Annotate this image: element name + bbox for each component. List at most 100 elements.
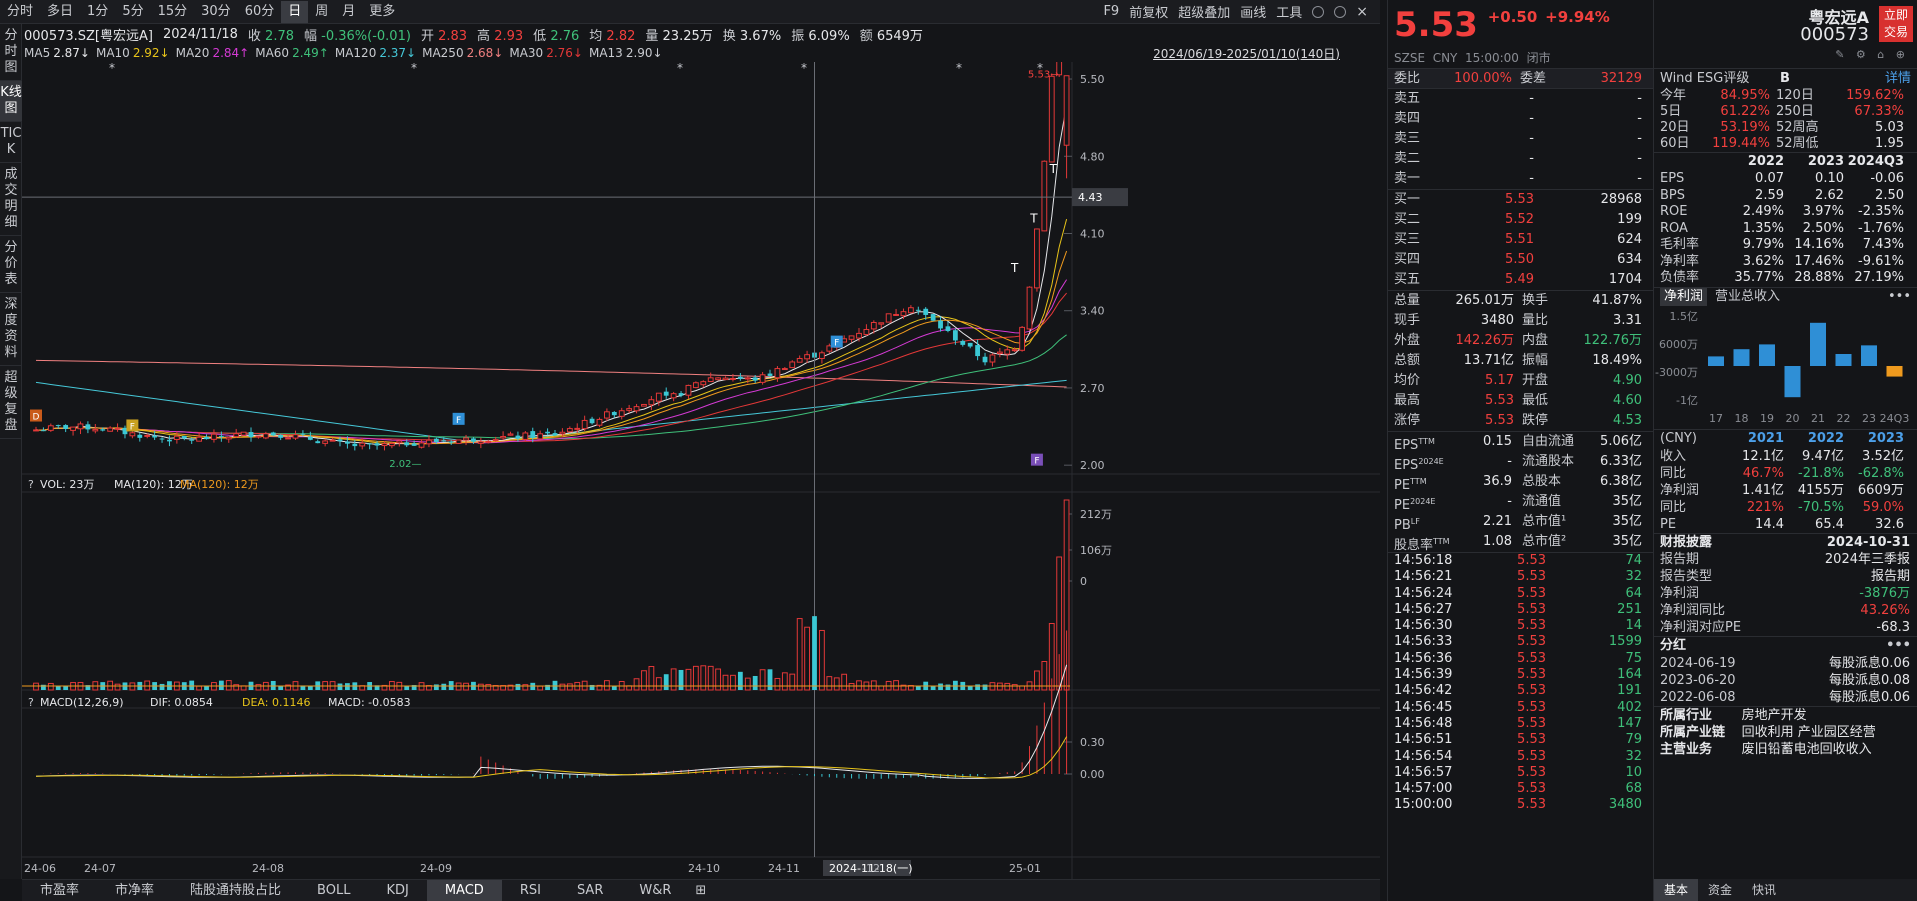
- tab-net-profit[interactable]: 净利润: [1660, 287, 1708, 306]
- fin-v2: 17.46%: [1794, 253, 1844, 269]
- fin2-v1: 46.7%: [1742, 465, 1784, 481]
- period-tab-10[interactable]: 更多: [369, 3, 396, 19]
- industry-value[interactable]: 回收利用 产业园区经营: [1741, 724, 1876, 740]
- panel-tab-1[interactable]: 资金: [1708, 883, 1733, 897]
- valuation-value2: 35亿: [1612, 514, 1642, 529]
- toolbar-item-3[interactable]: 画线: [1240, 6, 1267, 21]
- period-tab-0[interactable]: 分时: [7, 3, 34, 19]
- ma120-line: [35, 379, 1067, 444]
- period-tab-7[interactable]: 日: [281, 0, 309, 23]
- panel-tab-0[interactable]: 基本: [1654, 879, 1699, 901]
- period-tab-3[interactable]: 5分: [122, 3, 144, 19]
- tick-time: 14:56:21: [1394, 569, 1453, 585]
- period-tab-6[interactable]: 60分: [244, 3, 275, 19]
- left-tab-6[interactable]: 超级复盘: [0, 366, 22, 439]
- close-icon[interactable]: ×: [1356, 3, 1368, 20]
- candle-body: [70, 426, 76, 431]
- left-tab-3[interactable]: 成交明细: [0, 163, 22, 236]
- period-tab-4[interactable]: 15分: [157, 3, 188, 19]
- ma10-line: [35, 218, 1068, 445]
- profit-tabs: 净利润 营业总收入 •••: [1654, 287, 1917, 306]
- bids-price: 5.49: [1505, 272, 1534, 287]
- kline-chart-svg[interactable]: 5.50 4.80 4.10 3.40 2.70 2.00 4.43 5.53→ 2.02— D F…: [22, 0, 1380, 879]
- toolbar-item-0[interactable]: F9: [1103, 4, 1120, 19]
- bids-label: 买四: [1394, 252, 1421, 267]
- indicator-tab-1[interactable]: 市净率: [115, 882, 155, 898]
- more-icon[interactable]: •••: [1887, 288, 1911, 304]
- left-tab-0[interactable]: 分时图: [0, 24, 22, 81]
- profit-bar: [1835, 353, 1852, 366]
- volume-bar: [878, 685, 885, 691]
- gear-icon[interactable]: [1312, 5, 1325, 18]
- esg-detail-link[interactable]: 详情: [1884, 71, 1911, 86]
- perf-row: 5日 61.22% 250日 67.33%: [1654, 104, 1917, 120]
- fin2-v1: 12.1亿: [1742, 448, 1784, 464]
- indicator-tab-6[interactable]: RSI: [519, 882, 541, 898]
- profit-bar: [1784, 365, 1801, 397]
- ma-label-6: MA30: [509, 46, 544, 60]
- volume-bar: [507, 684, 514, 691]
- period-tab-1[interactable]: 多日: [47, 3, 74, 19]
- kline-chart-area[interactable]: 5.50 4.80 4.10 3.40 2.70 2.00 4.43 5.53→ 2.02— D F…: [22, 0, 1380, 879]
- period-tab-2[interactable]: 1分: [87, 3, 109, 19]
- perf-label2: 52周低: [1776, 136, 1819, 151]
- fin-year-2: 2024Q3: [1847, 154, 1904, 169]
- tick-time: 14:56:30: [1394, 618, 1453, 634]
- candle-body: [367, 443, 373, 445]
- indicator-tab-7[interactable]: SAR: [576, 882, 604, 898]
- indicator-tab-5[interactable]: MACD: [426, 879, 502, 901]
- ma-label-5: MA250: [422, 46, 464, 60]
- fin-v2: 28.88%: [1794, 270, 1844, 285]
- left-tab-1[interactable]: K线图: [0, 81, 22, 122]
- candle-body: [426, 439, 432, 445]
- fin-v1: 0.07: [1755, 171, 1784, 186]
- left-tab-5[interactable]: 深度资料: [0, 293, 22, 366]
- left-tab-4[interactable]: 分价表: [0, 236, 22, 293]
- period-tab-5[interactable]: 30分: [201, 3, 231, 19]
- date-range[interactable]: 2024/06/19-2025/01/10(140日): [1153, 46, 1340, 61]
- stat-label: 跌停: [1522, 413, 1549, 428]
- industry-value[interactable]: 房地产开发: [1741, 707, 1807, 723]
- report-value: 2024年三季报: [1824, 551, 1910, 567]
- add-indicator-icon[interactable]: ⊞: [695, 882, 707, 898]
- candle-body: [441, 440, 447, 442]
- volume-bar: [975, 684, 981, 690]
- stat-value: 4.60: [1613, 393, 1642, 408]
- indicator-tab-8[interactable]: W&R: [639, 882, 672, 898]
- stat-label: 总量: [1394, 293, 1421, 308]
- fin-row: 毛利率 9.79% 14.16% 7.43%: [1654, 237, 1917, 254]
- toolbar-item-4[interactable]: 工具: [1276, 6, 1303, 21]
- more-icon[interactable]: •••: [1886, 637, 1911, 653]
- period-tab-9[interactable]: 月: [342, 3, 356, 19]
- candle-body: [678, 393, 684, 396]
- candle-body: [655, 392, 662, 402]
- tick-time: 14:56:54: [1394, 748, 1453, 764]
- asks-row: 卖四 - -: [1388, 109, 1653, 129]
- indicator-tab-2[interactable]: 陆股通持股占比: [190, 882, 282, 898]
- stat-value: 13.71亿: [1463, 353, 1514, 368]
- help-icon[interactable]: [1334, 5, 1347, 18]
- candle-body: [381, 443, 388, 447]
- report-label: 净利润同比: [1660, 602, 1726, 618]
- period-tab-8[interactable]: 周: [315, 3, 329, 19]
- star-marker: *: [801, 62, 807, 75]
- toolbar-item-2[interactable]: 超级叠加: [1178, 6, 1231, 21]
- tab-revenue[interactable]: 营业总收入: [1715, 288, 1781, 304]
- volume-bar: [604, 680, 610, 691]
- panel-tool-icons[interactable]: ✎ ⚙ ⌂ ⊕: [1835, 48, 1909, 61]
- industry-value[interactable]: 废旧铅蓄电池回收收入: [1741, 741, 1872, 757]
- volume-bar: [255, 684, 262, 691]
- trade-button[interactable]: 立即交易: [1879, 6, 1913, 42]
- left-tab-2[interactable]: TICK: [0, 122, 22, 163]
- candle-body: [240, 431, 247, 436]
- indicator-tab-3[interactable]: BOLL: [317, 882, 351, 898]
- indicator-tab-0[interactable]: 市盈率: [40, 882, 80, 898]
- indicator-tab-4[interactable]: KDJ: [386, 882, 409, 898]
- stat-value: 3.31: [1613, 313, 1642, 328]
- ma-value-6: 2.76↓: [546, 46, 583, 60]
- toolbar-item-1[interactable]: 前复权: [1129, 6, 1169, 21]
- candle-body: [1041, 160, 1048, 232]
- panel-tab-2[interactable]: 快讯: [1752, 883, 1777, 897]
- net-profit-bar-chart: 1.5亿 6000万 -3000万 -1亿 17 18 19 20 21 22 23 24Q3: [1655, 310, 1909, 425]
- avg-label: 均: [589, 28, 603, 44]
